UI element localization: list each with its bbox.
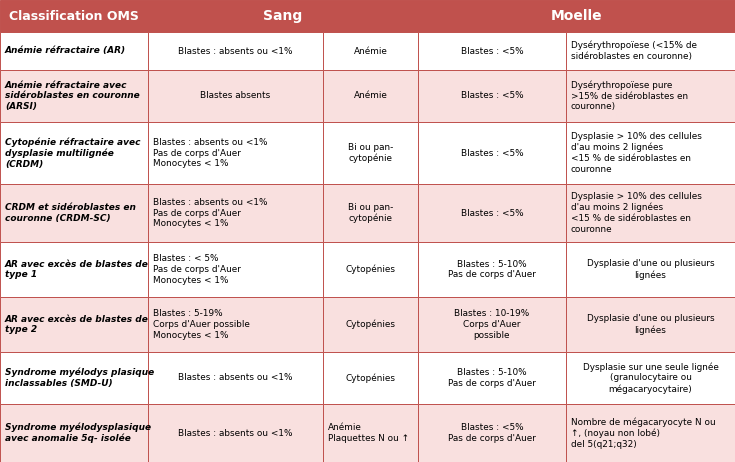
Bar bbox=[418, 70, 566, 122]
Bar bbox=[418, 297, 566, 352]
Bar bbox=[323, 297, 418, 352]
Text: Dysplasie d'une ou plusieurs
lignées: Dysplasie d'une ou plusieurs lignées bbox=[587, 259, 714, 280]
Bar bbox=[323, 352, 418, 404]
Text: Anémie
Plaquettes N ou ↑: Anémie Plaquettes N ou ↑ bbox=[328, 423, 409, 443]
Text: Syndrome myélodysplasique
avec anomalie 5q- isolée: Syndrome myélodysplasique avec anomalie … bbox=[5, 423, 151, 444]
Bar bbox=[323, 404, 418, 462]
Text: Blastes : <5%: Blastes : <5% bbox=[461, 91, 523, 101]
Text: AR avec excès de blastes de
type 2: AR avec excès de blastes de type 2 bbox=[5, 315, 149, 334]
Bar bbox=[0, 242, 148, 297]
Text: Blastes absents: Blastes absents bbox=[201, 91, 270, 101]
Text: Anémie réfractaire avec
sidéroblastes en couronne
(ARSI): Anémie réfractaire avec sidéroblastes en… bbox=[5, 81, 140, 111]
Text: Cytopénies: Cytopénies bbox=[345, 373, 395, 383]
Bar bbox=[148, 0, 418, 32]
Bar bbox=[566, 352, 735, 404]
Bar bbox=[0, 404, 148, 462]
Bar bbox=[566, 297, 735, 352]
Text: Classification OMS: Classification OMS bbox=[9, 10, 139, 23]
Text: AR avec excès de blastes de
type 1: AR avec excès de blastes de type 1 bbox=[5, 260, 149, 280]
Text: Nombre de mégacaryocyte N ou
↑, (noyau non lobé)
del 5(q21;q32): Nombre de mégacaryocyte N ou ↑, (noyau n… bbox=[571, 417, 716, 449]
Text: Blastes : absents ou <1%: Blastes : absents ou <1% bbox=[179, 373, 293, 383]
Text: Dysplasie d'une ou plusieurs
lignées: Dysplasie d'une ou plusieurs lignées bbox=[587, 314, 714, 334]
Bar bbox=[323, 32, 418, 70]
Bar bbox=[418, 32, 566, 70]
Text: Blastes : 5-10%
Pas de corps d'Auer: Blastes : 5-10% Pas de corps d'Auer bbox=[448, 368, 536, 388]
Text: Moelle: Moelle bbox=[551, 9, 602, 23]
Bar bbox=[0, 0, 148, 32]
Bar bbox=[418, 0, 735, 32]
Text: Anémie: Anémie bbox=[354, 47, 387, 55]
Text: Cytopénie réfractaire avec
dysplasie multilignée
(CRDM): Cytopénie réfractaire avec dysplasie mul… bbox=[5, 137, 140, 169]
Text: Cytopénies: Cytopénies bbox=[345, 320, 395, 329]
Bar bbox=[323, 184, 418, 242]
Text: Bi ou pan-
cytopénie: Bi ou pan- cytopénie bbox=[348, 143, 393, 163]
Bar bbox=[148, 297, 323, 352]
Bar bbox=[0, 32, 148, 70]
Bar bbox=[0, 122, 148, 184]
Text: Dysplasie > 10% des cellules
d'au moins 2 lignées
<15 % de sidéroblastes en
cour: Dysplasie > 10% des cellules d'au moins … bbox=[571, 192, 702, 234]
Bar bbox=[323, 242, 418, 297]
Text: Blastes : 10-19%
Corps d'Auer
possible: Blastes : 10-19% Corps d'Auer possible bbox=[454, 309, 530, 340]
Bar bbox=[418, 352, 566, 404]
Text: Blastes : 5-10%
Pas de corps d'Auer: Blastes : 5-10% Pas de corps d'Auer bbox=[448, 260, 536, 280]
Bar bbox=[566, 404, 735, 462]
Bar bbox=[418, 404, 566, 462]
Bar bbox=[148, 352, 323, 404]
Text: Sang: Sang bbox=[263, 9, 303, 23]
Text: Cytopénies: Cytopénies bbox=[345, 265, 395, 274]
Bar bbox=[0, 297, 148, 352]
Bar bbox=[323, 70, 418, 122]
Bar bbox=[418, 242, 566, 297]
Bar bbox=[148, 404, 323, 462]
Text: Blastes : <5%
Pas de corps d'Auer: Blastes : <5% Pas de corps d'Auer bbox=[448, 423, 536, 443]
Text: Syndrome myélodys plasique
inclassables (SMD-U): Syndrome myélodys plasique inclassables … bbox=[5, 368, 154, 388]
Text: Blastes : absents ou <1%: Blastes : absents ou <1% bbox=[179, 428, 293, 438]
Text: Blastes : absents ou <1%: Blastes : absents ou <1% bbox=[179, 47, 293, 55]
Bar bbox=[566, 184, 735, 242]
Bar bbox=[418, 184, 566, 242]
Text: Bi ou pan-
cytopénie: Bi ou pan- cytopénie bbox=[348, 203, 393, 223]
Text: Blastes : <5%: Blastes : <5% bbox=[461, 208, 523, 218]
Text: Blastes : <5%: Blastes : <5% bbox=[461, 148, 523, 158]
Bar bbox=[566, 242, 735, 297]
Bar bbox=[418, 122, 566, 184]
Bar bbox=[323, 122, 418, 184]
Bar bbox=[566, 32, 735, 70]
Text: Blastes : absents ou <1%
Pas de corps d'Auer
Monocytes < 1%: Blastes : absents ou <1% Pas de corps d'… bbox=[153, 198, 268, 228]
Text: Blastes : absents ou <1%
Pas de corps d'Auer
Monocytes < 1%: Blastes : absents ou <1% Pas de corps d'… bbox=[153, 138, 268, 168]
Bar bbox=[148, 122, 323, 184]
Text: Blastes : 5-19%
Corps d'Auer possible
Monocytes < 1%: Blastes : 5-19% Corps d'Auer possible Mo… bbox=[153, 309, 250, 340]
Bar bbox=[566, 70, 735, 122]
Bar bbox=[0, 184, 148, 242]
Text: Dysérythropoïese (<15% de
sidéroblastes en couronne): Dysérythropoïese (<15% de sidéroblastes … bbox=[571, 41, 697, 61]
Bar bbox=[148, 70, 323, 122]
Bar bbox=[0, 70, 148, 122]
Text: Blastes : < 5%
Pas de corps d'Auer
Monocytes < 1%: Blastes : < 5% Pas de corps d'Auer Monoc… bbox=[153, 254, 241, 285]
Bar bbox=[0, 352, 148, 404]
Bar bbox=[148, 32, 323, 70]
Bar bbox=[148, 242, 323, 297]
Bar bbox=[148, 184, 323, 242]
Bar bbox=[566, 122, 735, 184]
Text: Dysplasie sur une seule lignée
(granulocytaire ou
mégacaryocytaire): Dysplasie sur une seule lignée (granuloc… bbox=[583, 362, 718, 394]
Text: Dysérythropoïese pure
>15% de sidéroblastes en
couronne): Dysérythropoïese pure >15% de sidéroblas… bbox=[571, 80, 688, 111]
Text: CRDM et sidéroblastes en
couronne (CRDM-SC): CRDM et sidéroblastes en couronne (CRDM-… bbox=[5, 203, 136, 223]
Text: Anémie réfractaire (AR): Anémie réfractaire (AR) bbox=[5, 47, 126, 55]
Text: Anémie: Anémie bbox=[354, 91, 387, 101]
Text: Dysplasie > 10% des cellules
d'au moins 2 lignées
<15 % de sidéroblastes en
cour: Dysplasie > 10% des cellules d'au moins … bbox=[571, 132, 702, 174]
Text: Blastes : <5%: Blastes : <5% bbox=[461, 47, 523, 55]
